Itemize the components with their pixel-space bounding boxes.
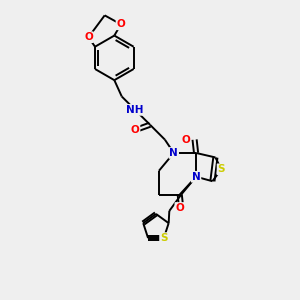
Text: O: O (181, 135, 190, 145)
Text: NH: NH (126, 105, 144, 115)
Text: O: O (116, 19, 125, 29)
Text: N: N (192, 172, 200, 182)
Text: O: O (131, 125, 140, 135)
Text: O: O (84, 32, 93, 42)
Text: O: O (175, 203, 184, 213)
Text: S: S (160, 233, 168, 243)
Text: S: S (218, 164, 225, 174)
Text: N: N (169, 148, 178, 158)
